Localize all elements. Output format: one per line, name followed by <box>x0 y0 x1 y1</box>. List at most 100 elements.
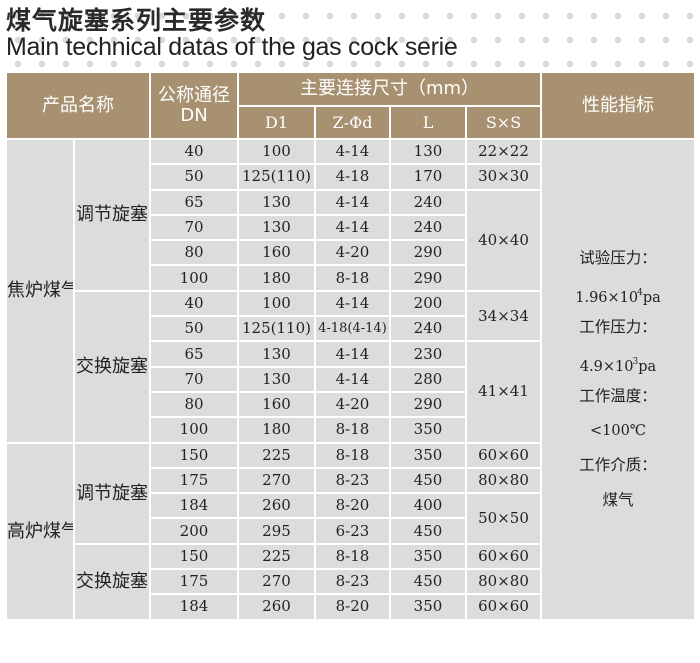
table-cell-d1: 130 <box>237 340 316 368</box>
table-cell-d1: 180 <box>237 416 316 444</box>
table-cell-d1: 180 <box>237 264 316 292</box>
table-cell-z: 4-14 <box>314 289 391 318</box>
table-cell-z: 6-23 <box>314 517 391 545</box>
table-cell-dn: 150 <box>149 441 239 469</box>
table-cell-z: 8-20 <box>314 492 391 520</box>
group-blast-furnace-gas: 高炉煤气 <box>5 441 75 621</box>
header-nominal-diameter: 公称通径 DN <box>149 71 239 140</box>
table-cell-s: 80×80 <box>464 466 543 495</box>
work-temp-label: 工作温度： <box>579 387 657 406</box>
table-cell-d1: 130 <box>237 365 316 393</box>
table-cell-l: 450 <box>389 517 467 545</box>
work-pressure-value: 4.9×103pa <box>579 356 657 375</box>
table-cell-dn: 184 <box>149 593 239 621</box>
table-cell-d1: 260 <box>237 492 316 520</box>
subgroup-adjust-cock: 调节旋塞 <box>73 441 151 545</box>
table-cell-d1: 130 <box>237 188 316 216</box>
table-cell-dn: 175 <box>149 568 239 596</box>
table-cell-s: 80×80 <box>464 568 543 596</box>
table-cell-z: 4-14 <box>314 213 391 242</box>
table-cell-z: 4-18 <box>314 163 391 191</box>
subgroup-adjust-cock: 调节旋塞 <box>73 138 151 292</box>
header-connection-dims: 主要连接尺寸（mm） <box>236 71 543 107</box>
table-cell-z: 8-23 <box>314 568 391 596</box>
table-cell-dn: 70 <box>149 365 239 393</box>
table-cell-z: 4-20 <box>314 239 391 267</box>
work-pressure-label: 工作压力： <box>579 318 657 337</box>
table-cell-dn: 80 <box>149 239 239 267</box>
table-cell-d1: 100 <box>237 289 316 318</box>
table-cell-d1: 260 <box>237 593 316 621</box>
table-cell-z: 4-14 <box>314 137 391 166</box>
table-cell-dn: 40 <box>149 137 239 166</box>
table-cell-l: 450 <box>389 568 467 596</box>
medium-label: 工作介质： <box>579 456 657 475</box>
table-cell-z: 4-20 <box>314 390 391 419</box>
header-product-name: 产品名称 <box>5 71 151 140</box>
table-cell-dn: 100 <box>149 264 239 292</box>
table-cell-d1: 270 <box>237 568 316 596</box>
table-cell-l: 400 <box>389 492 467 520</box>
table-cell-d1: 100 <box>237 137 316 166</box>
table-cell-d1: 295 <box>237 517 316 545</box>
table-cell-z: 4-18(4-14) <box>314 315 391 343</box>
table-cell-dn: 50 <box>149 315 239 343</box>
subgroup-exchange-cock: 交换旋塞 <box>73 289 151 444</box>
page-title-chinese: 煤气旋塞系列主要参数 <box>6 6 267 35</box>
table-cell-l: 200 <box>389 289 467 318</box>
table-cell-l: 350 <box>389 593 467 621</box>
table-cell-l: 290 <box>389 239 467 267</box>
table-cell-l: 240 <box>389 213 467 242</box>
table-cell-d1: 225 <box>237 542 316 571</box>
table-cell-s: 40×40 <box>464 188 543 292</box>
table-cell-dn: 70 <box>149 213 239 242</box>
table-cell-l: 290 <box>389 390 467 419</box>
table-cell-l: 130 <box>389 137 467 166</box>
header-dn-label: DN <box>180 104 208 126</box>
table-cell-s: 22×22 <box>464 137 543 166</box>
table-cell-z: 8-18 <box>314 441 391 469</box>
table-cell-l: 280 <box>389 365 467 393</box>
table-cell-d1: 160 <box>237 239 316 267</box>
table-cell-z: 4-14 <box>314 340 391 368</box>
table-cell-z: 8-18 <box>314 542 391 571</box>
header-s-x-s: S×S <box>464 105 543 140</box>
table-cell-s: 60×60 <box>464 593 543 621</box>
table-cell-dn: 65 <box>149 340 239 368</box>
table-cell-s: 60×60 <box>464 441 543 469</box>
table-cell-s: 50×50 <box>464 492 543 545</box>
table-cell-dn: 40 <box>149 289 239 318</box>
table-cell-l: 350 <box>389 441 467 469</box>
table-cell-l: 170 <box>389 163 467 191</box>
group-coke-oven-gas: 焦炉煤气 <box>5 138 75 444</box>
dot-pattern-background <box>0 0 700 80</box>
table-cell-z: 8-18 <box>314 416 391 444</box>
table-cell-z: 8-20 <box>314 593 391 621</box>
table-cell-dn: 50 <box>149 163 239 191</box>
header-z-phi-d: Z-Φd <box>314 105 391 140</box>
table-cell-d1: 160 <box>237 390 316 419</box>
table-cell-z: 8-23 <box>314 466 391 495</box>
table-cell-dn: 65 <box>149 188 239 216</box>
table-cell-s: 30×30 <box>464 163 543 191</box>
table-cell-s: 34×34 <box>464 289 543 343</box>
header-l: L <box>389 105 467 140</box>
table-cell-dn: 150 <box>149 542 239 571</box>
table-cell-s: 41×41 <box>464 340 543 444</box>
table-cell-dn: 175 <box>149 466 239 495</box>
work-temp-value: <100℃ <box>589 422 647 439</box>
table-cell-l: 350 <box>389 416 467 444</box>
table-cell-z: 8-18 <box>314 264 391 292</box>
table-cell-dn: 100 <box>149 416 239 444</box>
page-title-english: Main technical datas of the gas cock ser… <box>6 33 458 61</box>
header-nominal-diameter-label: 公称通径 <box>158 84 230 106</box>
table-cell-s: 60×60 <box>464 542 543 571</box>
medium-value: 煤气 <box>602 490 634 509</box>
table-cell-dn: 200 <box>149 517 239 545</box>
performance-cell: 试验压力： 1.96×104pa 工作压力： 4.9×103pa 工作温度： <… <box>540 138 697 621</box>
table-cell-d1: 125(110) <box>237 163 316 191</box>
test-pressure-value: 1.96×104pa <box>575 287 661 306</box>
table-cell-l: 240 <box>389 188 467 216</box>
table-cell-d1: 270 <box>237 466 316 495</box>
table-cell-l: 450 <box>389 466 467 495</box>
